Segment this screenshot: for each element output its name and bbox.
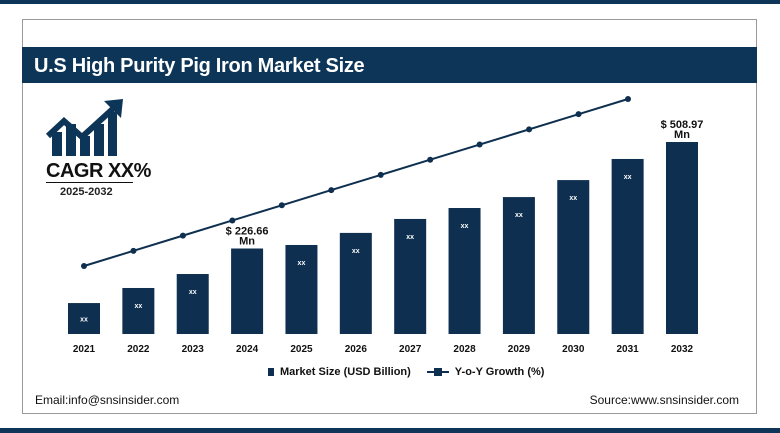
title-bar [22,47,757,83]
growth-point-2029 [476,141,483,148]
growth-point-2024 [229,217,236,224]
bar-value-unit: Mn [674,129,690,141]
x-tick-label: 2022 [127,344,150,355]
growth-point-2023 [179,232,186,239]
growth-point-2028 [427,156,434,163]
legend-bar-label: Market Size (USD Billion) [280,366,411,378]
growth-point-2021 [81,263,87,269]
x-tick-label: 2028 [453,344,476,355]
growth-point-2025 [278,202,285,209]
x-tick-label: 2026 [345,344,368,355]
growth-point-2027 [377,171,384,178]
bar-label: xx [406,234,414,241]
x-tick-label: 2030 [562,344,585,355]
bar-2031 [611,158,644,334]
cagr-label: CAGR XX% [46,160,151,182]
chart-title: U.S High Purity Pig Iron Market Size [34,55,365,77]
bar-label: xx [80,317,88,324]
cagr-divider [46,182,133,183]
bar-label: xx [624,174,632,181]
bar-2028 [448,208,481,334]
footer-email[interactable]: Email:info@snsinsider.com [35,393,180,407]
legend-bar-swatch [268,368,274,376]
x-tick-label: 2027 [399,344,422,355]
footer-source[interactable]: Source:www.snsinsider.com [589,393,739,407]
growth-point-2032 [625,96,631,102]
x-tick-label: 2032 [671,344,694,355]
x-tick-label: 2029 [508,344,531,355]
legend-line-label: Y-o-Y Growth (%) [454,366,545,378]
bar-label: xx [569,195,577,202]
bar-label: xx [189,289,197,296]
bar-2027 [394,218,427,334]
x-tick-label: 2024 [236,344,259,355]
bar-2032 [666,142,698,334]
bar-2029 [502,197,535,334]
x-tick-label: 2031 [617,344,640,355]
bar-2024 [231,248,264,334]
cagr-period: 2025-2032 [60,186,113,198]
legend-line-swatch [426,368,449,376]
bar-2026 [339,232,372,334]
bar-2025 [285,244,318,334]
bottom-band [0,428,780,433]
bar-label: xx [515,212,523,219]
bar-2030 [557,180,590,334]
bar-value-label: $ 226.66 [226,226,269,238]
growth-point-2022 [130,247,137,254]
x-tick-label: 2023 [182,344,205,355]
x-tick-label: 2021 [73,344,96,355]
bar-2023 [176,274,209,334]
growth-point-2031 [575,111,582,118]
bar-2022 [122,287,155,334]
bar-label: xx [298,260,306,267]
bar-value-label: $ 508.97 [661,119,704,131]
top-band [0,0,780,4]
growth-point-2030 [526,126,533,133]
bar-value-unit: Mn [239,236,255,248]
bar-2021 [68,303,100,334]
bar-label: xx [461,223,469,230]
legend: Market Size (USD Billion) Y-o-Y Growth (… [268,366,544,378]
bar-label: xx [352,248,360,255]
bar-label: xx [134,303,142,310]
x-tick-label: 2025 [290,344,313,355]
growth-line [83,98,629,267]
growth-point-2026 [328,187,335,194]
